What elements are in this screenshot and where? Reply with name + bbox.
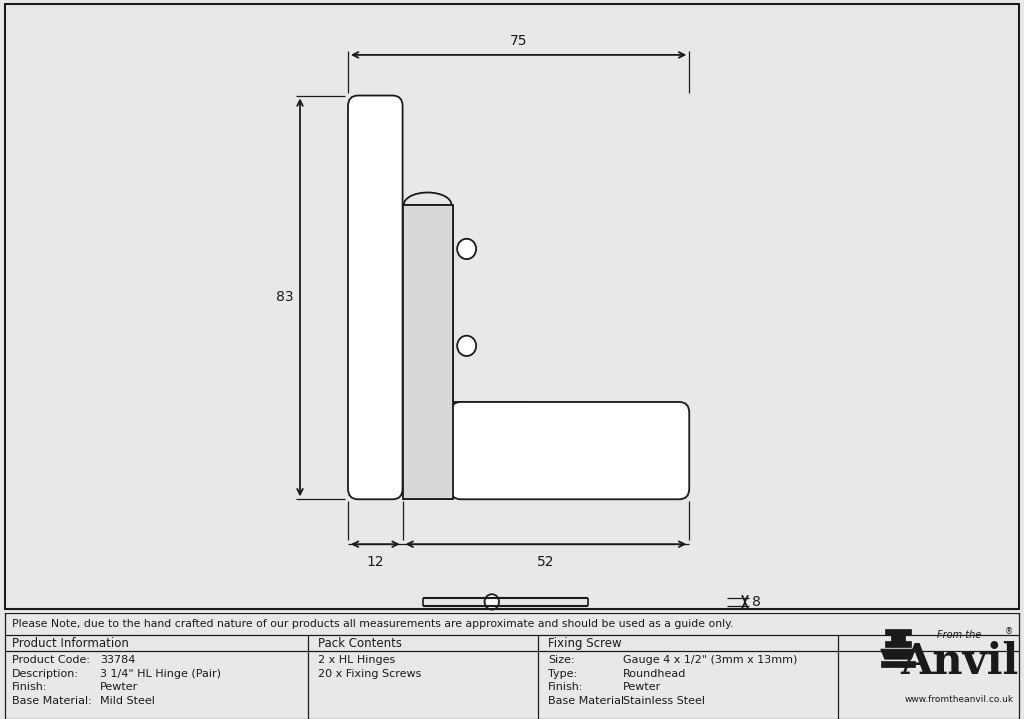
Circle shape	[457, 239, 476, 259]
Text: Mild Steel: Mild Steel	[100, 695, 155, 705]
FancyBboxPatch shape	[348, 96, 402, 499]
Circle shape	[366, 166, 385, 186]
Text: 3 1/4" HL Hinge (Pair): 3 1/4" HL Hinge (Pair)	[100, 669, 221, 679]
Circle shape	[366, 441, 385, 461]
Text: Please Note, due to the hand crafted nature of our products all measurements are: Please Note, due to the hand crafted nat…	[12, 619, 733, 629]
Text: 8: 8	[752, 595, 761, 609]
Polygon shape	[881, 661, 915, 667]
Text: 2 x HL Hinges: 2 x HL Hinges	[318, 655, 395, 665]
Text: Type:: Type:	[548, 669, 578, 679]
Text: Size:: Size:	[548, 655, 574, 665]
Text: Gauge 4 x 1/2" (3mm x 13mm): Gauge 4 x 1/2" (3mm x 13mm)	[623, 655, 798, 665]
Text: Pack Contents: Pack Contents	[318, 637, 402, 650]
Circle shape	[566, 441, 585, 460]
Text: 33784: 33784	[100, 655, 135, 665]
Text: 20 x Fixing Screws: 20 x Fixing Screws	[318, 669, 421, 679]
Circle shape	[496, 441, 514, 460]
Text: Base Material:: Base Material:	[548, 695, 628, 705]
Circle shape	[633, 441, 651, 460]
Text: Finish:: Finish:	[548, 682, 584, 692]
Circle shape	[484, 594, 499, 610]
Bar	[402, 204, 453, 499]
Polygon shape	[881, 649, 915, 659]
Circle shape	[366, 279, 385, 300]
Text: From the: From the	[937, 630, 982, 640]
Text: Product Code:: Product Code:	[12, 655, 90, 665]
Text: 52: 52	[538, 555, 555, 569]
FancyBboxPatch shape	[451, 402, 689, 499]
Polygon shape	[885, 629, 911, 647]
Text: Base Material:: Base Material:	[12, 695, 92, 705]
Text: Fixing Screw: Fixing Screw	[548, 637, 622, 650]
Text: Finish:: Finish:	[12, 682, 47, 692]
Text: Roundhead: Roundhead	[623, 669, 686, 679]
Text: Description:: Description:	[12, 669, 79, 679]
Text: Product Information: Product Information	[12, 637, 129, 650]
Circle shape	[457, 336, 476, 356]
Text: Pewter: Pewter	[623, 682, 662, 692]
Text: Anvil: Anvil	[900, 641, 1019, 683]
Text: 75: 75	[510, 35, 527, 48]
Text: 83: 83	[276, 290, 294, 304]
Text: 12: 12	[367, 555, 384, 569]
Text: www.fromtheanvil.co.uk: www.fromtheanvil.co.uk	[905, 695, 1014, 704]
Bar	[401, 402, 454, 500]
Text: Pewter: Pewter	[100, 682, 138, 692]
Text: ®: ®	[1005, 628, 1013, 636]
Text: Stainless Steel: Stainless Steel	[623, 695, 705, 705]
